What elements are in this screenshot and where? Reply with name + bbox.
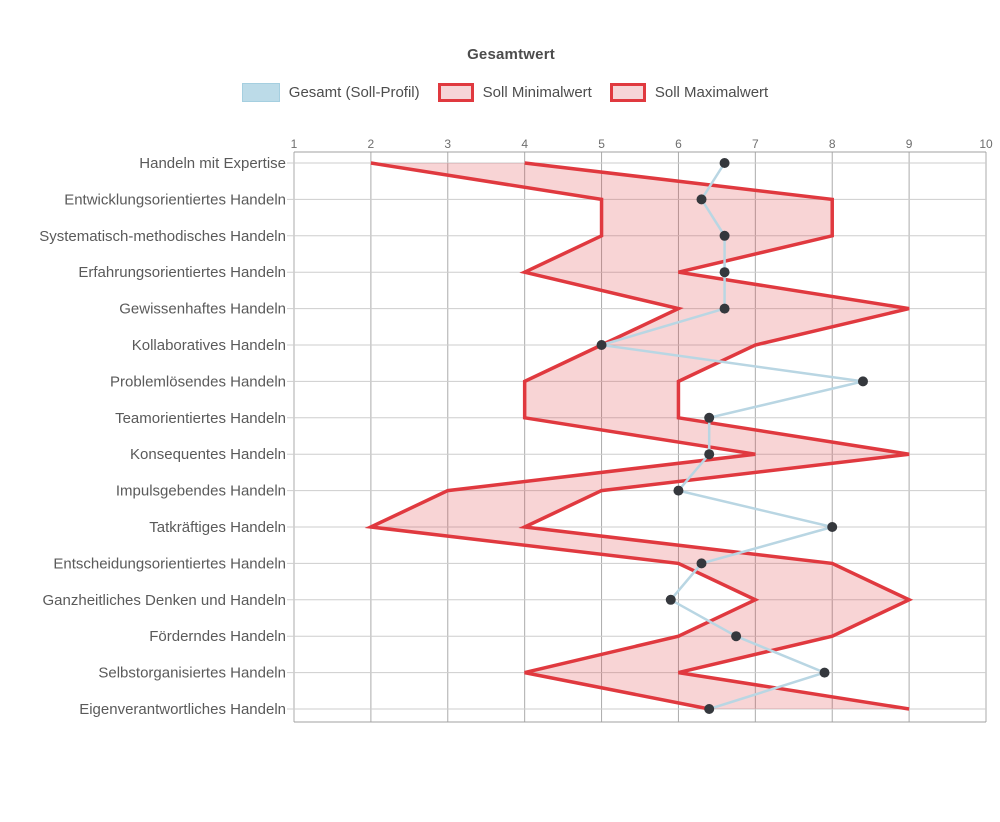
legend-label-soll-maximalwert: Soll Maximalwert [654,84,769,101]
legend-label-soll-minimalwert: Soll Minimalwert [482,84,592,101]
category-label: Erfahrungsorientiertes Handeln [78,264,286,281]
gesamt-point [696,558,707,569]
legend-swatch-soll-minimalwert [437,83,474,102]
gesamt-point [696,194,707,205]
x-tick-label: 9 [906,137,913,151]
gesamt-point [719,303,730,314]
legend-swatch-soll-maximalwert [609,83,646,102]
gesamt-point [665,594,676,605]
legend-item-gesamt[interactable]: Gesamt (Soll-Profil) [241,83,420,102]
category-label: Entwicklungsorientiertes Handeln [64,191,286,208]
category-label: Impulsgebendes Handeln [116,483,286,500]
gesamt-point [857,376,868,387]
x-tick-label: 5 [598,137,605,151]
category-label: Gewissenhaftes Handeln [119,301,286,318]
x-tick-label: 6 [675,137,682,151]
category-label: Ganzheitliches Denken und Handeln [43,592,287,609]
category-label: Konsequentes Handeln [130,446,286,463]
gesamt-line [601,162,864,711]
soll-minimalwert-line [364,161,760,711]
gesamt-point [596,340,607,350]
x-tick-label: 3 [444,137,451,151]
chart-title: Gesamtwert [467,46,555,63]
legend-label-gesamt: Gesamt (Soll-Profil) [288,84,420,101]
category-label: Problemlösendes Handeln [110,373,286,390]
category-label: Kollaboratives Handeln [132,337,286,354]
legend-swatch-gesamt [241,83,280,102]
gesamt-point [719,158,730,168]
gesamt-point [704,412,715,423]
gesamt-point [704,704,715,714]
gesamt-point [704,449,715,460]
gesamt-point [827,522,838,532]
category-label: Selbstorganisiertes Handeln [98,665,286,682]
category-label: Systematisch-methodisches Handeln [39,228,286,245]
category-label: Teamorientiertes Handeln [115,410,286,427]
soll-maximalwert-line [518,161,914,711]
category-label: Förderndes Handeln [149,628,286,645]
x-tick-label: 1 [291,137,298,151]
gesamt-point [719,267,730,278]
gesamt-point [719,230,730,241]
x-tick-label: 7 [752,137,759,151]
category-label: Tatkräftiges Handeln [149,519,286,536]
gesamt-point [819,667,830,678]
x-tick-label: 4 [521,137,528,151]
x-tick-label: 10 [979,137,993,151]
legend-item-soll-maximalwert[interactable]: Soll Maximalwert [609,83,769,102]
gesamt-point [731,631,742,642]
gesamt-point [673,485,684,496]
legend-item-soll-minimalwert[interactable]: Soll Minimalwert [437,83,592,102]
x-tick-label: 2 [368,137,375,151]
legend: Gesamt (Soll-Profil) Soll Minimalwert So… [0,83,1000,102]
category-label: Eigenverantwortliches Handeln [79,701,286,718]
category-label: Handeln mit Expertise [139,155,286,172]
category-label: Entscheidungsorientiertes Handeln [53,555,286,572]
x-tick-label: 8 [829,137,836,151]
